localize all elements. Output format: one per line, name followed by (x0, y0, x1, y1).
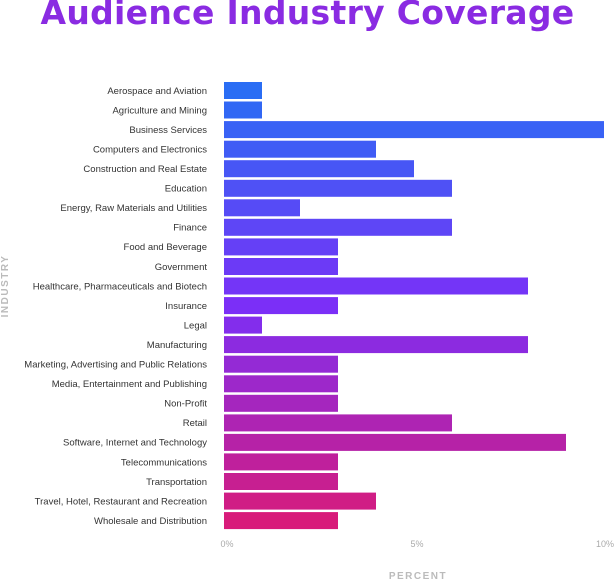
bar-computers-and-electronics (224, 140, 376, 158)
bar-agriculture-and-mining (224, 101, 262, 119)
category-label: Aerospace and Aviation (107, 86, 207, 97)
bar-media-entertainment-and-publishing (224, 375, 338, 393)
category-label: Retail (183, 418, 207, 429)
x-axis-title: PERCENT (389, 571, 447, 580)
bar-telecommunications (224, 453, 338, 471)
category-label: Government (155, 262, 208, 273)
bar-travel-hotel-restaurant-and-recreation (224, 492, 376, 510)
bars-group (224, 82, 604, 530)
category-label: Media, Entertainment and Publishing (52, 379, 207, 390)
category-label: Education (165, 184, 207, 195)
x-tick-label: 5% (410, 539, 423, 549)
bar-finance (224, 218, 452, 236)
category-label: Finance (173, 223, 207, 234)
bar-manufacturing (224, 336, 528, 354)
bar-non-profit (224, 394, 338, 412)
category-label: Manufacturing (147, 340, 207, 351)
bar-transportation (224, 473, 338, 490)
category-label: Computers and Electronics (93, 145, 207, 156)
bar-software-internet-and-technology (224, 433, 566, 451)
category-label: Transportation (146, 477, 207, 488)
bar-business-services (224, 121, 604, 139)
category-label: Food and Beverage (124, 242, 207, 253)
category-label: Construction and Real Estate (83, 164, 207, 175)
bar-insurance (224, 297, 338, 315)
bar-wholesale-and-distribution (224, 512, 338, 530)
category-label: Marketing, Advertising and Public Relati… (24, 360, 207, 371)
category-label: Agriculture and Mining (112, 105, 207, 116)
category-label: Non-Profit (164, 399, 207, 410)
category-label: Healthcare, Pharmaceuticals and Biotech (33, 281, 207, 292)
bar-healthcare-pharmaceuticals-and-biotech (224, 277, 528, 295)
x-tick-label: 0% (220, 539, 233, 549)
x-tick-label: 10% (596, 539, 614, 549)
category-label: Telecommunications (121, 457, 207, 468)
category-labels-group: Aerospace and Aviation Agriculture and Mi… (24, 86, 207, 527)
category-label: Business Services (129, 125, 207, 136)
category-label: Insurance (165, 301, 207, 312)
category-label: Wholesale and Distribution (94, 516, 207, 527)
bar-energy-raw-materials-and-utilities (224, 199, 300, 217)
bar-retail (224, 414, 452, 432)
bar-education (224, 179, 452, 197)
category-label: Software, Internet and Technology (63, 438, 207, 449)
category-label: Legal (184, 320, 207, 331)
bar-construction-and-real-estate (224, 160, 414, 178)
bar-food-and-beverage (224, 238, 338, 256)
bar-marketing-advertising-and-public-relations (224, 355, 338, 373)
y-axis-title: INDUSTRY (0, 255, 11, 318)
category-label: Travel, Hotel, Restaurant and Recreation (35, 496, 207, 507)
chart-title: Audience Industry Coverage (40, 0, 575, 32)
bar-government (224, 258, 338, 275)
category-label: Energy, Raw Materials and Utilities (60, 203, 207, 214)
x-tick-labels-group: 0% 5% 10% (220, 539, 614, 549)
bar-legal (224, 316, 262, 334)
bar-aerospace-and-aviation (224, 82, 262, 99)
